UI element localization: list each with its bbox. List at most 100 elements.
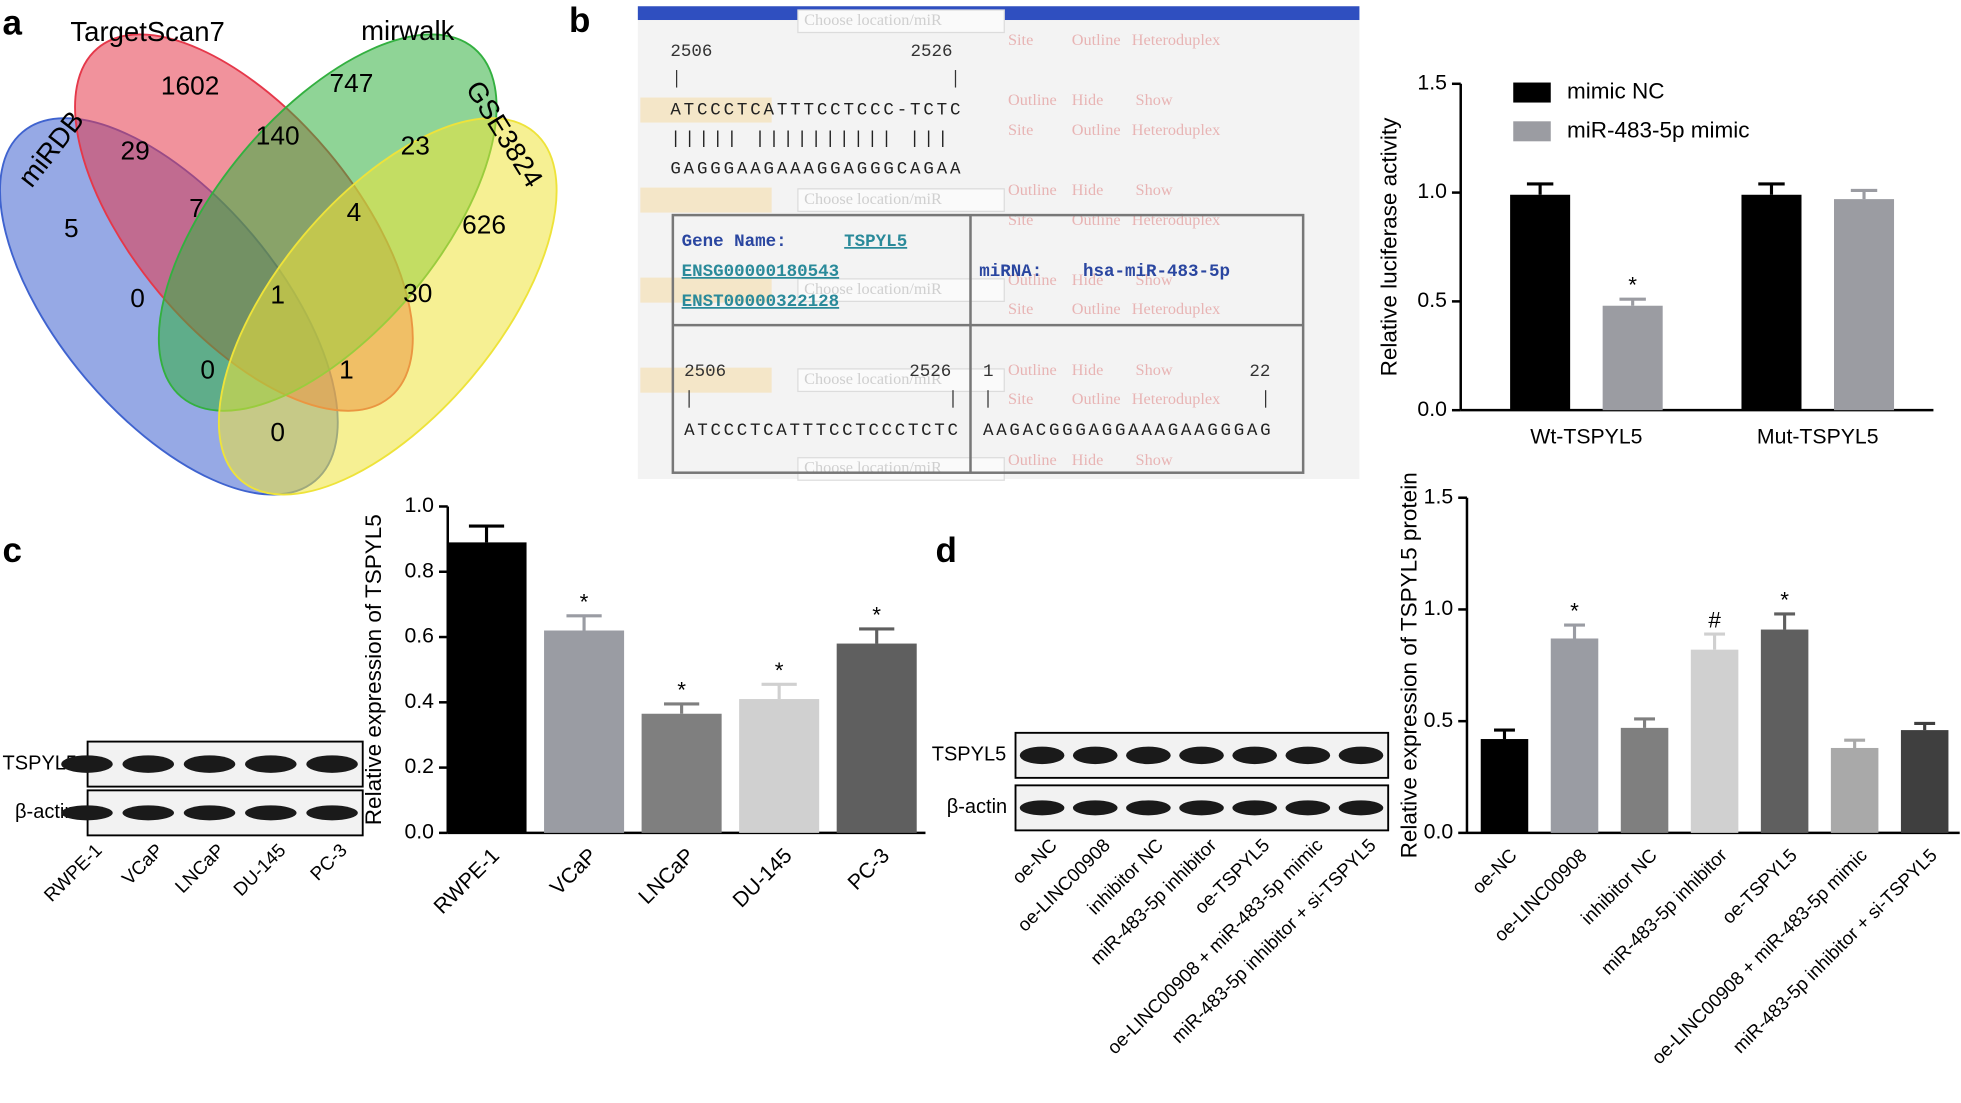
legend-swatch bbox=[1513, 121, 1551, 142]
control: Heteroduplex bbox=[1132, 300, 1220, 318]
y-axis-title: Relative luciferase activity bbox=[1377, 117, 1402, 377]
control: Heteroduplex bbox=[1132, 121, 1220, 139]
bar bbox=[446, 542, 527, 833]
position: 2526 bbox=[910, 42, 952, 62]
dropdown-text: Choose location/miR bbox=[804, 190, 942, 208]
significance-mark: * bbox=[1628, 273, 1637, 298]
blot-band bbox=[61, 805, 113, 821]
control: Outline bbox=[1008, 181, 1057, 199]
bar bbox=[544, 630, 625, 833]
highlight bbox=[640, 187, 772, 213]
significance-mark: * bbox=[1570, 599, 1579, 624]
blot-band bbox=[1126, 746, 1171, 765]
control: Hide bbox=[1072, 91, 1104, 109]
position: 2526 bbox=[909, 362, 951, 382]
highlight bbox=[640, 277, 772, 303]
control: Site bbox=[1008, 300, 1033, 318]
blot-row-label: TSPYL5 bbox=[932, 744, 1006, 766]
control: Outline bbox=[1072, 121, 1121, 139]
control: Outline bbox=[1072, 390, 1121, 408]
gene-box bbox=[671, 213, 1305, 474]
control: Site bbox=[1008, 390, 1033, 408]
error-bar bbox=[1619, 297, 1646, 306]
bar bbox=[1830, 747, 1879, 833]
ensg-link[interactable]: ENSG00000180543 bbox=[682, 262, 840, 282]
blot-band bbox=[122, 805, 174, 821]
blot-band bbox=[183, 805, 236, 821]
control: Heteroduplex bbox=[1132, 211, 1220, 229]
bar bbox=[1834, 199, 1895, 411]
bar bbox=[1690, 649, 1739, 833]
venn-set bbox=[217, 117, 558, 496]
position: 2506 bbox=[670, 42, 712, 62]
legend-label: miR-483-5p mimic bbox=[1567, 117, 1750, 142]
error-bar bbox=[1494, 728, 1515, 740]
position: 22 bbox=[1249, 362, 1270, 382]
y-tick-label: 0.5 bbox=[1424, 708, 1454, 732]
blot-band bbox=[1338, 800, 1384, 816]
bar bbox=[739, 699, 820, 833]
error-bar bbox=[1850, 188, 1878, 200]
mirna-name: hsa-miR-483-5p bbox=[1083, 262, 1230, 282]
bar bbox=[836, 643, 917, 833]
venn-count: 0 bbox=[130, 283, 145, 313]
blot-band bbox=[306, 755, 358, 773]
error-bar bbox=[1758, 182, 1785, 195]
error-bar bbox=[761, 682, 797, 700]
venn-count: 747 bbox=[330, 68, 374, 98]
error-bar bbox=[1634, 717, 1656, 728]
enst-link[interactable]: ENST00000322128 bbox=[682, 292, 840, 312]
gene-link[interactable]: TSPYL5 bbox=[844, 232, 907, 252]
control: Outline bbox=[1008, 271, 1057, 289]
dropdown bbox=[797, 9, 1005, 34]
dropdown-text: Choose location/miR bbox=[804, 370, 942, 388]
blot-band bbox=[1072, 746, 1118, 765]
position: 2506 bbox=[684, 362, 726, 382]
panel-label: b bbox=[569, 1, 590, 40]
mirna-label: miRNA: bbox=[979, 262, 1042, 282]
blot-band bbox=[245, 755, 297, 773]
y-tick-label: 0.2 bbox=[404, 754, 434, 778]
highlight bbox=[640, 97, 772, 123]
error-bar bbox=[468, 524, 505, 543]
blot-row-label: β-actin bbox=[947, 796, 1007, 818]
control: Show bbox=[1136, 91, 1173, 109]
error-bar bbox=[1564, 623, 1585, 639]
blot-row-label: β-actin bbox=[15, 801, 75, 823]
y-tick-label: 1.0 bbox=[404, 493, 434, 517]
error-bar bbox=[1844, 738, 1866, 748]
blot-band bbox=[122, 755, 174, 773]
blot-band bbox=[1179, 746, 1224, 765]
dropdown-text: Choose location/miR bbox=[804, 280, 942, 298]
control: Outline bbox=[1072, 211, 1121, 229]
y-tick-label: 1.0 bbox=[1417, 179, 1447, 203]
blot-band bbox=[1126, 800, 1171, 816]
dropdown-text: Choose location/miR bbox=[804, 459, 942, 477]
blot-band bbox=[1338, 746, 1384, 765]
y-tick-label: 0.5 bbox=[1417, 288, 1447, 312]
venn-set-label: mirwalk bbox=[361, 15, 454, 46]
bar bbox=[1510, 194, 1571, 411]
dropdown-text: Choose location/miR bbox=[804, 11, 942, 29]
venn-count: 23 bbox=[401, 131, 430, 161]
venn-count: 1 bbox=[270, 279, 285, 309]
control: Show bbox=[1136, 181, 1173, 199]
control: Hide bbox=[1072, 181, 1104, 199]
target-sequence: ATCCCTCATTTCCTCCCTCTC bbox=[684, 421, 958, 441]
blot-band bbox=[1232, 800, 1278, 816]
alignment: 2506 2526 ATCCCTCATTTCCTCCC-TCTC ||||| |… bbox=[670, 42, 1305, 474]
panel-label: d bbox=[935, 531, 956, 570]
control: Hide bbox=[1072, 361, 1104, 379]
venn-count: 0 bbox=[200, 354, 215, 384]
venn-count: 5 bbox=[64, 213, 79, 243]
control: Outline bbox=[1008, 361, 1057, 379]
y-tick-label: 0.4 bbox=[404, 689, 434, 713]
y-axis-title: Relative expression of TSPYL5 protein bbox=[1397, 472, 1422, 858]
control: Outline bbox=[1008, 451, 1057, 469]
error-bar bbox=[1526, 182, 1554, 195]
control: Outline bbox=[1008, 91, 1057, 109]
bar bbox=[1550, 638, 1599, 833]
error-bar bbox=[566, 614, 602, 631]
x-tick-label: Mut-TSPYL5 bbox=[1757, 424, 1879, 448]
